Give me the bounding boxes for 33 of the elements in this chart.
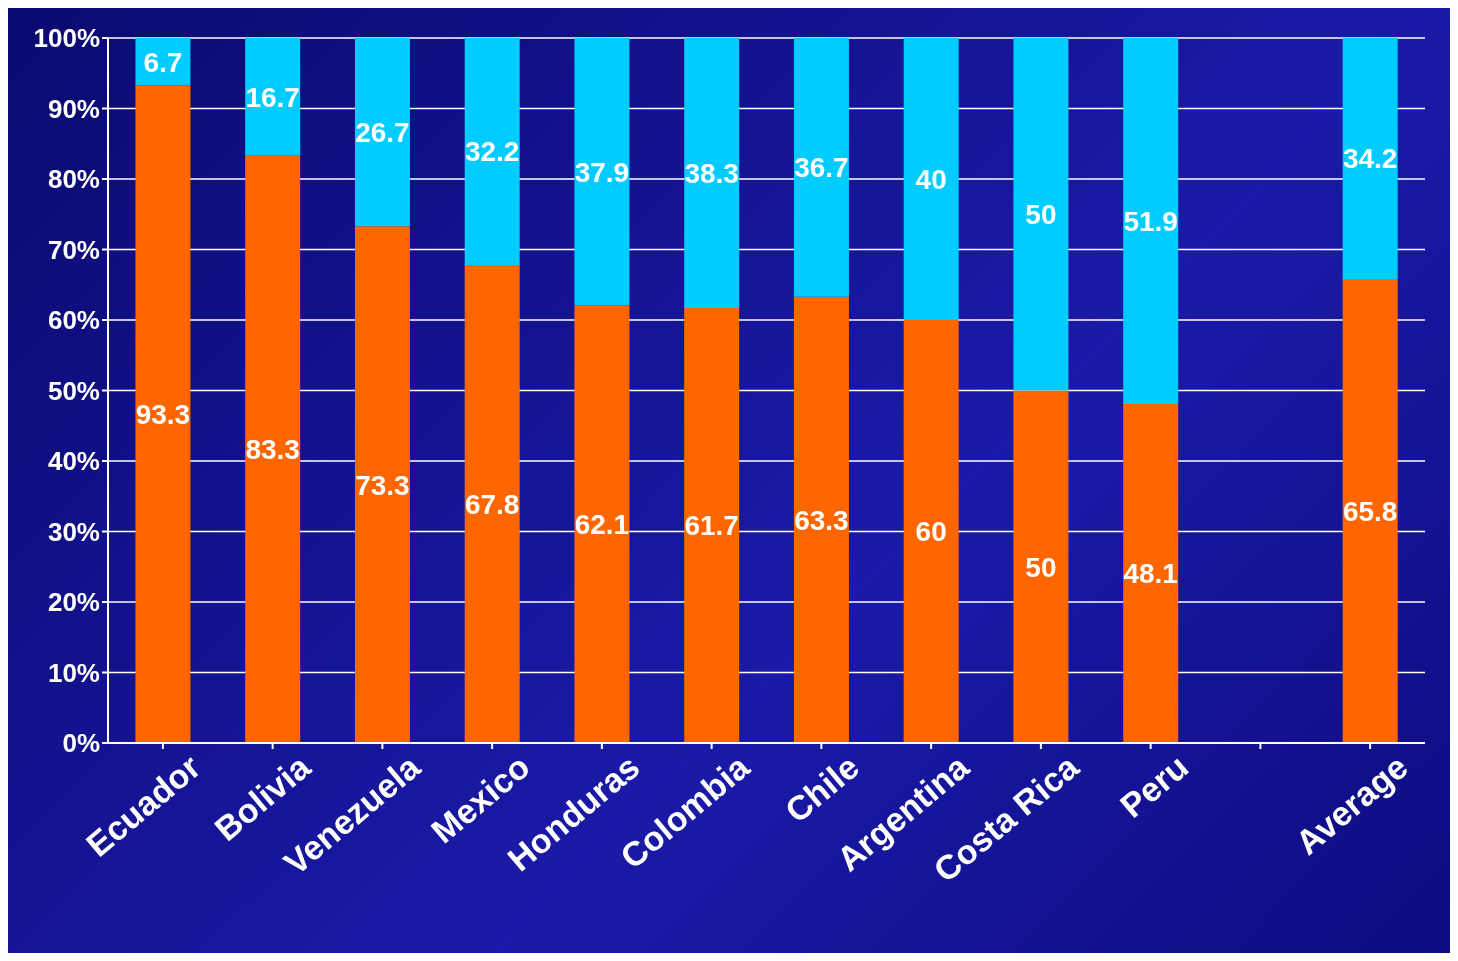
data-label: 26.7 xyxy=(355,117,410,149)
data-label: 6.7 xyxy=(143,46,183,78)
data-label: 73.3 xyxy=(355,469,410,501)
data-label: 32.2 xyxy=(464,136,520,168)
y-tick-label: 50% xyxy=(47,375,100,406)
data-label: 83.3 xyxy=(245,434,300,466)
y-tick-label: 20% xyxy=(47,587,100,618)
data-label: 36.7 xyxy=(794,152,849,184)
data-label: 51.9 xyxy=(1123,205,1178,237)
y-tick-label: 80% xyxy=(47,164,100,195)
y-tick-label: 10% xyxy=(47,657,100,688)
data-label: 34.2 xyxy=(1342,143,1398,175)
y-tick-label: 0% xyxy=(62,728,100,759)
data-label: 50 xyxy=(1025,199,1057,231)
y-tick-label: 100% xyxy=(33,23,100,54)
y-tick-label: 30% xyxy=(47,516,100,547)
data-label: 63.3 xyxy=(794,504,849,536)
data-label: 61.7 xyxy=(684,510,739,542)
data-label: 16.7 xyxy=(245,81,300,113)
y-tick-label: 70% xyxy=(47,234,100,265)
data-label: 60 xyxy=(915,516,947,548)
data-label: 65.8 xyxy=(1342,495,1398,527)
data-label: 62.1 xyxy=(574,509,630,541)
data-label: 50 xyxy=(1025,551,1057,583)
data-label: 93.3 xyxy=(135,399,191,431)
data-label: 67.8 xyxy=(464,488,520,520)
data-label: 38.3 xyxy=(684,157,739,189)
y-tick-label: 60% xyxy=(47,305,100,336)
y-tick-label: 40% xyxy=(47,446,100,477)
data-label: 40 xyxy=(915,163,947,195)
data-label: 37.9 xyxy=(574,156,630,188)
y-tick-label: 90% xyxy=(47,93,100,124)
data-label: 48.1 xyxy=(1123,558,1178,590)
